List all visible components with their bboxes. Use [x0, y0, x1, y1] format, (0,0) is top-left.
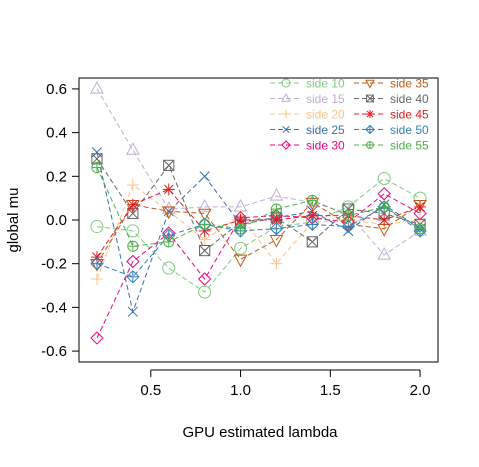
data-point-side-55 [128, 241, 138, 251]
y-tick-label: -0.2 [41, 256, 67, 273]
legend-label: side 10 [306, 77, 345, 91]
legend-marker [366, 80, 374, 87]
axes-layer: 0.5 1.0 1.5 2.0 -0.6 -0.4 -0.2 0.0 0.2 0.4 0.6 [41, 81, 430, 399]
data-point-side-40 [200, 245, 210, 255]
legend-item-side-20: side 20 [270, 108, 345, 122]
y-tick-label: 0.6 [46, 81, 67, 98]
x-axis-label: GPU estimated lambda [182, 424, 338, 441]
data-point-side-55 [415, 224, 425, 234]
legend-item-side-15: side 15 [270, 92, 345, 106]
data-layer [91, 82, 426, 344]
data-point-side-15 [127, 143, 139, 154]
series-line-side-40 [97, 159, 420, 251]
legend-label: side 15 [306, 92, 345, 106]
legend-label: side 20 [306, 108, 345, 122]
legend: side 10side 15 side 20side 25 side 30 side … [270, 77, 429, 153]
series-side-20 [91, 179, 426, 285]
data-point-side-45 [414, 201, 426, 213]
data-point-side-10 [378, 172, 390, 184]
data-point-side-25 [128, 307, 138, 317]
series-line-side-20 [97, 185, 420, 279]
data-point-side-20 [127, 179, 139, 191]
data-point-side-55 [200, 219, 210, 229]
legend-marker [367, 142, 374, 149]
x-tick-label: 1.0 [230, 382, 251, 399]
legend-item-side-35: side 35 [354, 77, 429, 91]
series-side-15 [91, 82, 426, 259]
y-tick-label: -0.6 [41, 343, 67, 360]
data-point-side-10 [163, 262, 175, 274]
x-tick-label: 2.0 [410, 382, 431, 399]
data-point-side-55 [164, 237, 174, 247]
series-line-side-35 [97, 203, 420, 264]
data-point-side-55 [271, 204, 281, 214]
data-point-side-35 [270, 235, 282, 246]
data-point-side-55 [307, 195, 317, 205]
legend-item-side-10: side 10 [270, 77, 345, 91]
legend-label: side 30 [306, 139, 345, 153]
y-tick-label: 0.4 [46, 125, 67, 142]
series-side-25 [92, 147, 425, 316]
series-side-10 [91, 172, 426, 298]
legend-label: side 55 [390, 139, 429, 153]
series-line-side-30 [97, 194, 420, 338]
series-line-side-25 [97, 152, 420, 311]
data-point-side-10 [91, 221, 103, 233]
y-tick-label: 0.0 [46, 212, 67, 229]
legend-item-side-55: side 55 [354, 139, 429, 153]
data-point-side-45 [127, 199, 139, 211]
legend-label: side 25 [306, 123, 345, 137]
y-tick-label: -0.4 [41, 299, 67, 316]
legend-item-side-30: side 30 [270, 139, 345, 153]
data-point-side-55 [92, 162, 102, 172]
series-line-side-10 [97, 179, 420, 293]
data-point-side-25 [200, 172, 210, 182]
x-tick-label: 0.5 [140, 382, 161, 399]
series-side-35 [91, 198, 426, 270]
y-tick-label: 0.2 [46, 168, 67, 185]
legend-item-side-25: side 25 [270, 123, 345, 137]
x-tick-label: 1.5 [320, 382, 341, 399]
legend-marker [282, 110, 290, 118]
data-point-side-45 [163, 183, 175, 195]
series-line-side-50 [97, 207, 420, 277]
legend-marker [282, 94, 290, 101]
y-axis-label: global mu [5, 187, 22, 252]
series-side-50 [91, 201, 426, 283]
legend-label: side 45 [390, 108, 429, 122]
data-point-side-40 [164, 160, 174, 170]
data-point-side-15 [270, 189, 282, 200]
data-point-side-15 [91, 82, 103, 93]
legend-item-side-40: side 40 [354, 92, 429, 106]
data-point-side-55 [379, 202, 389, 212]
data-point-side-55 [235, 224, 245, 234]
data-point-side-30 [378, 188, 390, 200]
legend-label: side 35 [390, 77, 429, 91]
data-point-side-55 [343, 211, 353, 221]
legend-label: side 40 [390, 92, 429, 106]
data-point-side-45 [378, 214, 390, 226]
legend-marker [366, 126, 374, 134]
legend-item-side-45: side 45 [354, 108, 429, 122]
data-point-side-20 [91, 273, 103, 285]
legend-marker [366, 110, 374, 118]
legend-label: side 50 [390, 123, 429, 137]
data-point-side-40 [307, 237, 317, 247]
legend-item-side-50: side 50 [354, 123, 429, 137]
